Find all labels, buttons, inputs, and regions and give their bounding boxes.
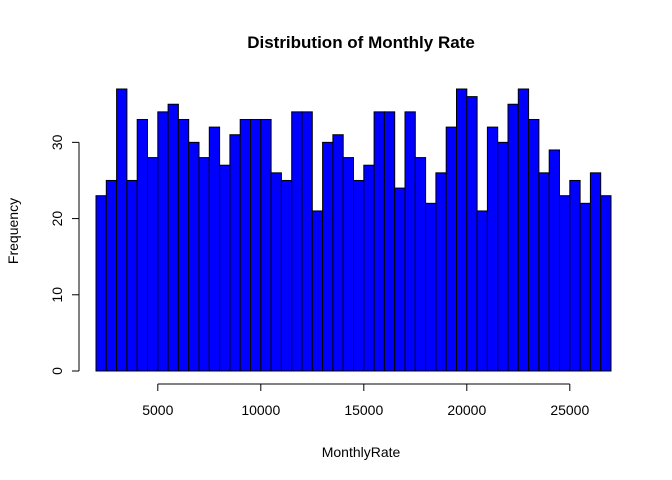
histogram-bar	[600, 195, 612, 372]
histogram-bar	[219, 164, 231, 372]
histogram-bar	[270, 172, 282, 372]
bars-group	[95, 88, 612, 372]
histogram-bar	[404, 111, 416, 372]
x-axis-label: MonthlyRate	[322, 444, 401, 460]
histogram-bar	[188, 141, 200, 372]
histogram-bar	[157, 111, 169, 372]
histogram-bar	[291, 111, 303, 372]
histogram-bar	[466, 96, 478, 372]
y-tick-label: 10	[49, 287, 65, 303]
x-tick-label: 20000	[447, 402, 486, 418]
histogram-bar	[589, 172, 602, 372]
histogram-bar	[414, 157, 427, 372]
histogram-bar	[497, 141, 509, 372]
histogram-bar	[208, 126, 221, 372]
histogram-bar	[579, 202, 591, 372]
histogram-bar	[126, 179, 138, 372]
histogram-bar	[239, 118, 251, 372]
chart-title: Distribution of Monthly Rate	[247, 33, 475, 52]
histogram-bar	[301, 111, 313, 372]
histogram-bar	[229, 134, 241, 372]
histogram-bar	[373, 111, 385, 372]
histogram-bar	[383, 111, 396, 372]
y-axis-label: Frequency	[5, 198, 21, 264]
histogram-bar	[363, 164, 375, 372]
x-axis: 5000 10000 15000 20000 25000	[142, 383, 589, 418]
histogram-bar	[250, 118, 262, 372]
histogram-bar	[456, 88, 468, 372]
histogram-bar	[332, 134, 344, 372]
histogram-bar	[342, 157, 355, 372]
histogram-bar	[280, 179, 293, 372]
x-tick-label: 5000	[142, 402, 173, 418]
histogram-bar	[435, 172, 447, 372]
y-tick-label: 20	[49, 211, 65, 227]
x-tick-label: 15000	[344, 402, 383, 418]
histogram-bar	[167, 103, 179, 372]
histogram-bar	[425, 202, 437, 372]
histogram-bar	[548, 149, 561, 372]
histogram-bar	[569, 179, 581, 372]
histogram-bar	[136, 118, 148, 372]
histogram-bar	[147, 157, 159, 372]
histogram-bar	[198, 157, 210, 372]
histogram-bar	[507, 103, 519, 372]
histogram-bar	[476, 210, 488, 372]
histogram-bar	[105, 179, 118, 372]
histogram-bar	[322, 141, 334, 372]
y-tick-label: 30	[49, 134, 65, 150]
x-tick-label: 25000	[550, 402, 589, 418]
histogram-bar	[517, 88, 530, 372]
histogram-bar	[95, 195, 107, 372]
y-tick-label: 0	[49, 367, 65, 375]
histogram-bar	[311, 210, 324, 372]
histogram-bar	[353, 179, 365, 372]
histogram-bar	[177, 118, 190, 372]
histogram-bar	[528, 118, 540, 372]
y-axis: 0 10 20 30	[49, 134, 80, 375]
histogram-bar	[260, 118, 272, 372]
histogram-bar	[538, 172, 550, 372]
histogram-bar	[486, 126, 499, 372]
histogram-bar	[445, 126, 458, 372]
histogram-bar	[116, 88, 128, 372]
histogram-bar	[394, 187, 406, 372]
histogram-bar	[559, 195, 571, 372]
x-tick-label: 10000	[241, 402, 280, 418]
